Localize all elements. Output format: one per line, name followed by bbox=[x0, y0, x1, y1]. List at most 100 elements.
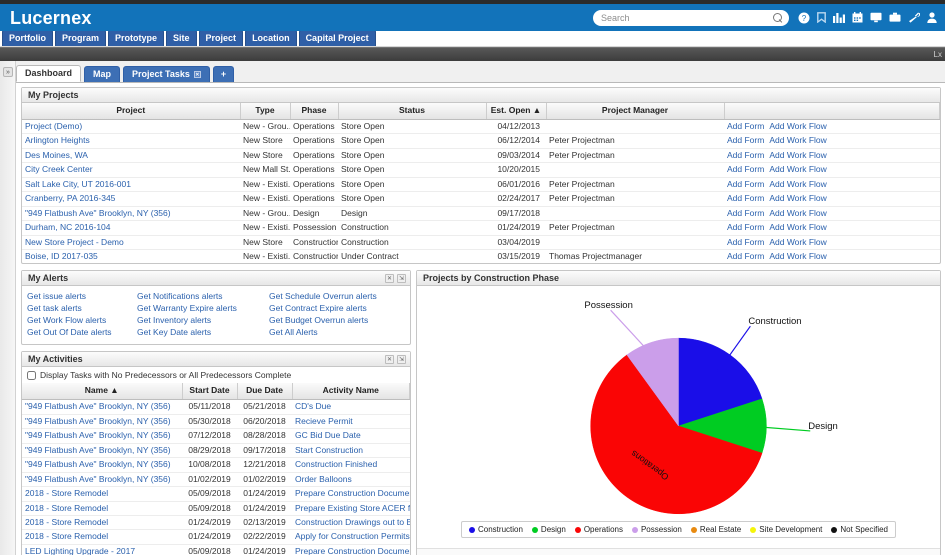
add-work-flow-link[interactable]: Add Work Flow bbox=[769, 222, 827, 233]
table-row[interactable]: 2018 - Store Remodel 01/24/2019 02/13/2019… bbox=[22, 515, 410, 531]
activity-project-link[interactable]: "949 Flatbush Ave" Brooklyn, NY (356) bbox=[25, 473, 171, 484]
module-tab-site[interactable]: Site bbox=[166, 30, 197, 46]
popout-icon[interactable]: ⇲ bbox=[397, 273, 406, 283]
legend-item[interactable]: Real Estate bbox=[690, 525, 741, 534]
user-icon[interactable] bbox=[927, 12, 937, 23]
pie-slice[interactable] bbox=[590, 355, 763, 515]
table-row[interactable]: "949 Flatbush Ave" Brooklyn, NY (356) 01/… bbox=[22, 472, 410, 488]
activity-project-link[interactable]: 2018 - Store Remodel bbox=[25, 531, 109, 542]
col-start-date[interactable]: Start Date bbox=[182, 383, 238, 401]
tab-map[interactable]: Map bbox=[84, 65, 121, 82]
table-row[interactable]: "949 Flatbush Ave" Brooklyn, NY (356) 05/… bbox=[22, 414, 410, 430]
tab-project-tasks[interactable]: Project Tasks ✕ bbox=[123, 65, 210, 82]
col-status[interactable]: Status bbox=[338, 103, 487, 120]
activity-name-link[interactable]: GC Bid Due Date bbox=[295, 430, 361, 441]
pie-slice[interactable] bbox=[626, 338, 679, 428]
table-row[interactable]: Boise, ID 2017-035 New - Existi... Constru… bbox=[22, 249, 940, 263]
table-row[interactable]: "949 Flatbush Ave" Brooklyn, NY (356) 05/… bbox=[22, 399, 410, 415]
wrench-icon[interactable] bbox=[908, 12, 920, 23]
project-link[interactable]: City Creek Center bbox=[25, 164, 93, 175]
activity-name-link[interactable]: Construction Finished bbox=[295, 459, 378, 470]
project-link[interactable]: Des Moines, WA bbox=[25, 149, 88, 160]
alert-link[interactable]: Get Budget Overrun alerts bbox=[269, 315, 369, 326]
table-row[interactable]: "949 Flatbush Ave" Brooklyn, NY (356) 08/… bbox=[22, 443, 410, 459]
add-form-link[interactable]: Add Form bbox=[727, 178, 765, 189]
table-row[interactable]: Salt Lake City, UT 2016-001 New - Existi.… bbox=[22, 177, 940, 193]
table-row[interactable]: "949 Flatbush Ave" Brooklyn, NY (356) New… bbox=[22, 206, 940, 222]
configure-link[interactable]: Configure bbox=[427, 553, 464, 555]
add-work-flow-link[interactable]: Add Work Flow bbox=[769, 149, 827, 160]
expand-rail-icon[interactable]: » bbox=[3, 67, 13, 77]
add-work-flow-link[interactable]: Add Work Flow bbox=[769, 120, 827, 131]
project-link[interactable]: Boise, ID 2017-035 bbox=[25, 250, 98, 261]
activity-project-link[interactable]: 2018 - Store Remodel bbox=[25, 502, 109, 513]
popout-icon[interactable]: ⇲ bbox=[397, 354, 406, 364]
activity-name-link[interactable]: Apply for Construction Permits and Signa… bbox=[295, 531, 410, 542]
project-link[interactable]: Cranberry, PA 2016-345 bbox=[25, 193, 116, 204]
activity-project-link[interactable]: LED Lighting Upgrade - 2017 bbox=[25, 545, 136, 555]
col-project-manager[interactable]: Project Manager bbox=[546, 103, 725, 120]
module-tab-project[interactable]: Project bbox=[198, 30, 244, 46]
activity-project-link[interactable]: "949 Flatbush Ave" Brooklyn, NY (356) bbox=[25, 401, 171, 412]
add-form-link[interactable]: Add Form bbox=[727, 207, 765, 218]
add-work-flow-link[interactable]: Add Work Flow bbox=[769, 207, 827, 218]
add-form-link[interactable]: Add Form bbox=[727, 149, 765, 160]
search-icon[interactable] bbox=[773, 12, 783, 23]
module-tab-prototype[interactable]: Prototype bbox=[108, 30, 165, 46]
activity-name-link[interactable]: Recieve Permit bbox=[295, 415, 353, 426]
project-link[interactable]: Project (Demo) bbox=[25, 120, 83, 131]
legend-item[interactable]: Not Specified bbox=[831, 525, 888, 534]
add-form-link[interactable]: Add Form bbox=[727, 193, 765, 204]
search-input[interactable] bbox=[599, 10, 773, 25]
calendar-icon[interactable] bbox=[852, 12, 863, 23]
help-icon[interactable]: ? bbox=[798, 12, 810, 24]
predecessor-filter-checkbox[interactable] bbox=[27, 370, 36, 380]
close-icon[interactable]: ✕ bbox=[193, 70, 201, 78]
chart-bar-icon[interactable] bbox=[833, 12, 845, 23]
bookmark-icon[interactable] bbox=[817, 12, 826, 23]
add-form-link[interactable]: Add Form bbox=[727, 135, 765, 146]
legend-item[interactable]: Possession bbox=[631, 525, 682, 534]
activity-name-link[interactable]: Start Construction bbox=[295, 444, 364, 455]
legend-item[interactable]: Site Development bbox=[750, 525, 822, 534]
project-link[interactable]: Arlington Heights bbox=[25, 135, 90, 146]
activity-name-link[interactable]: Prepare Construction Documents bbox=[295, 545, 410, 555]
col-type[interactable]: Type bbox=[240, 103, 291, 120]
module-tab-capital-project[interactable]: Capital Project bbox=[298, 30, 376, 46]
table-row[interactable]: Project (Demo) New - Grou... Operations Sto… bbox=[22, 119, 940, 135]
activity-name-link[interactable]: Prepare Construction Documents bbox=[295, 488, 410, 499]
alert-link[interactable]: Get Out Of Date alerts bbox=[27, 327, 112, 338]
project-link[interactable]: Salt Lake City, UT 2016-001 bbox=[25, 178, 131, 189]
col-name[interactable]: Name ▲ bbox=[22, 383, 183, 401]
table-row[interactable]: LED Lighting Upgrade - 2017 05/09/2018 01/… bbox=[22, 544, 410, 555]
legend-item[interactable]: Design bbox=[531, 525, 566, 534]
add-form-link[interactable]: Add Form bbox=[727, 120, 765, 131]
project-link[interactable]: New Store Project - Demo bbox=[25, 236, 124, 247]
print-link[interactable]: Print bbox=[478, 553, 495, 555]
legend-item[interactable]: Construction bbox=[469, 525, 523, 534]
table-row[interactable]: New Store Project - Demo New Store Constru… bbox=[22, 235, 940, 251]
activity-name-link[interactable]: Order Balloons bbox=[295, 473, 352, 484]
alert-link[interactable]: Get Key Date alerts bbox=[137, 327, 212, 338]
col-project[interactable]: Project bbox=[22, 103, 241, 120]
predecessor-filter-label[interactable]: Display Tasks with No Predecessors or Al… bbox=[40, 370, 292, 381]
close-icon[interactable]: ✕ bbox=[385, 273, 394, 283]
project-link[interactable]: "949 Flatbush Ave" Brooklyn, NY (356) bbox=[25, 207, 171, 218]
module-tab-location[interactable]: Location bbox=[245, 30, 297, 46]
add-form-link[interactable]: Add Form bbox=[727, 250, 765, 261]
project-link[interactable]: Durham, NC 2016-104 bbox=[25, 222, 111, 233]
alert-link[interactable]: Get Schedule Overrun alerts bbox=[269, 291, 377, 302]
activity-project-link[interactable]: "949 Flatbush Ave" Brooklyn, NY (356) bbox=[25, 444, 171, 455]
table-row[interactable]: "949 Flatbush Ave" Brooklyn, NY (356) 10/… bbox=[22, 457, 410, 473]
table-row[interactable]: Arlington Heights New Store Operations Stor… bbox=[22, 133, 940, 149]
activity-name-link[interactable]: Construction Drawings out to Bid bbox=[295, 516, 410, 527]
col-due-date[interactable]: Due Date bbox=[237, 383, 293, 401]
add-work-flow-link[interactable]: Add Work Flow bbox=[769, 193, 827, 204]
briefcase-icon[interactable] bbox=[889, 12, 901, 23]
alert-link[interactable]: Get Notifications alerts bbox=[137, 291, 223, 302]
alert-link[interactable]: Get All Alerts bbox=[269, 327, 318, 338]
activity-name-link[interactable]: Prepare Existing Store ACER for Routing bbox=[295, 502, 410, 513]
add-work-flow-link[interactable]: Add Work Flow bbox=[769, 135, 827, 146]
add-form-link[interactable]: Add Form bbox=[727, 222, 765, 233]
tab-add-new[interactable]: + bbox=[212, 65, 235, 82]
